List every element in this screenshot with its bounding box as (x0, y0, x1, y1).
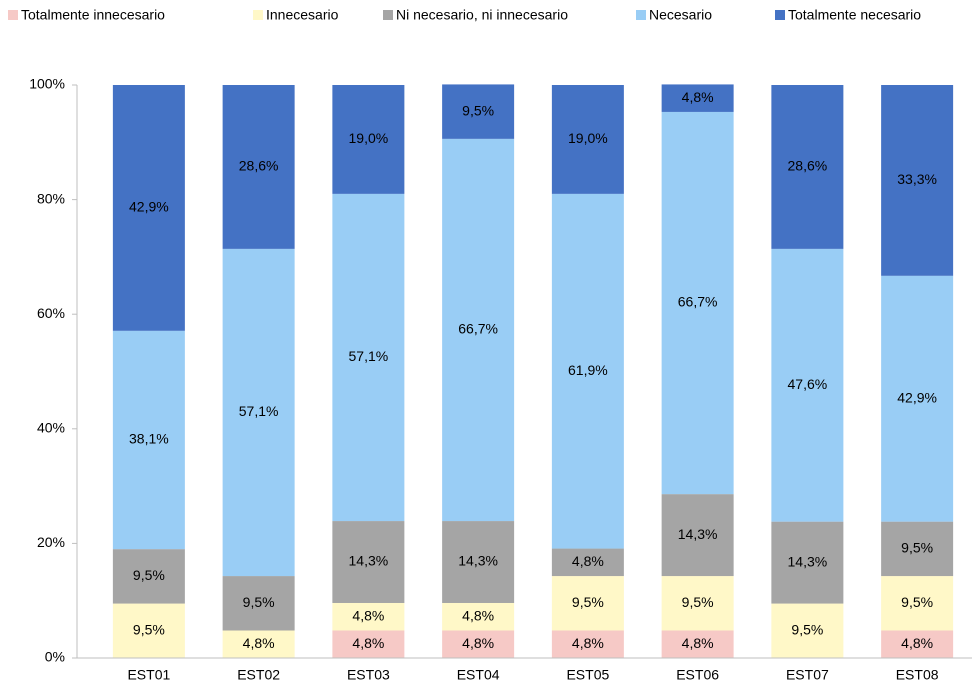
x-tick-label: EST03 (347, 667, 390, 683)
bar-segment (881, 85, 954, 276)
data-label: 66,7% (678, 294, 718, 310)
bar-segment (222, 630, 295, 658)
data-label: 38,1% (129, 431, 169, 447)
data-label: 14,3% (458, 553, 498, 569)
data-label: 4,8% (682, 89, 714, 105)
data-label: 9,5% (133, 621, 165, 637)
x-tick-label: EST04 (457, 667, 500, 683)
data-label: 19,0% (349, 130, 389, 146)
bar-segment (112, 330, 185, 550)
data-label: 42,9% (897, 389, 937, 405)
bar-segment (881, 521, 954, 577)
data-label: 4,8% (352, 607, 384, 623)
data-label: 61,9% (568, 362, 608, 378)
data-label: 33,3% (897, 171, 937, 187)
data-label: 4,8% (352, 635, 384, 651)
bar-segment (332, 602, 405, 631)
bar-segment (332, 193, 405, 522)
data-label: 4,8% (462, 635, 494, 651)
data-label: 14,3% (349, 553, 389, 569)
data-label: 4,8% (901, 635, 933, 651)
bar-segment (222, 576, 295, 631)
bar-segment (661, 494, 734, 577)
data-label: 4,8% (462, 607, 494, 623)
x-tick-label: EST08 (896, 667, 939, 683)
data-label: 19,0% (568, 130, 608, 146)
data-label: 28,6% (239, 158, 279, 174)
x-tick-label: EST01 (127, 667, 170, 683)
bar-segment (112, 603, 185, 658)
bar-segment (551, 85, 624, 194)
bar-segment (551, 193, 624, 549)
y-tick-label: 0% (45, 649, 65, 665)
data-label: 9,5% (682, 594, 714, 610)
bar-segment (661, 84, 734, 112)
bar-segment (771, 603, 844, 658)
bar-segment (112, 85, 185, 331)
legend-swatch (775, 10, 785, 20)
bar-segment (661, 111, 734, 495)
data-label: 14,3% (678, 526, 718, 542)
y-tick-label: 20% (37, 534, 65, 550)
data-label: 14,3% (788, 553, 828, 569)
legend-label: Ni necesario, ni innecesario (396, 7, 568, 23)
data-label: 28,6% (788, 158, 828, 174)
bar-segment (332, 85, 405, 194)
data-label: 9,5% (462, 102, 494, 118)
legend-label: Necesario (649, 7, 712, 23)
data-label: 57,1% (349, 348, 389, 364)
y-tick-label: 100% (29, 76, 65, 92)
x-tick-label: EST07 (786, 667, 829, 683)
bar-segment (551, 576, 624, 631)
bar-segment (771, 521, 844, 604)
data-label: 9,5% (791, 621, 823, 637)
bar-segment (442, 602, 515, 631)
bar-segment (661, 576, 734, 631)
data-label: 4,8% (572, 553, 604, 569)
y-tick-label: 40% (37, 420, 65, 436)
bar-segment (771, 85, 844, 249)
bar-segment (222, 85, 295, 249)
bar-segment (222, 248, 295, 577)
bar-segment (661, 630, 734, 658)
y-tick-label: 60% (37, 305, 65, 321)
data-label: 4,8% (572, 635, 604, 651)
bar-segment (551, 548, 624, 577)
data-label: 42,9% (129, 199, 169, 215)
x-tick-label: EST05 (566, 667, 609, 683)
bar-segment (442, 630, 515, 658)
bar-segment (442, 84, 515, 139)
data-label: 57,1% (239, 403, 279, 419)
data-label: 47,6% (788, 376, 828, 392)
bar-segment (442, 138, 515, 522)
legend-swatch (636, 10, 646, 20)
x-tick-label: EST06 (676, 667, 719, 683)
bar-segment (332, 521, 405, 603)
legend-label: Innecesario (266, 7, 339, 23)
bar-segment (442, 521, 515, 603)
legend-swatch (8, 10, 18, 20)
bar-segment (551, 630, 624, 658)
data-label: 9,5% (133, 567, 165, 583)
bar-segment (112, 549, 185, 604)
data-label: 4,8% (243, 635, 275, 651)
legend-label: Totalmente necesario (788, 7, 921, 23)
legend-label: Totalmente innecesario (21, 7, 165, 23)
bar-segment (881, 576, 954, 631)
bar-segment (881, 275, 954, 522)
x-tick-label: EST02 (237, 667, 280, 683)
data-label: 9,5% (572, 594, 604, 610)
bar-segment (881, 630, 954, 658)
bar-segment (771, 248, 844, 522)
data-label: 66,7% (458, 321, 498, 337)
legend-swatch (253, 10, 263, 20)
data-label: 9,5% (243, 594, 275, 610)
legend-swatch (383, 10, 393, 20)
data-label: 4,8% (682, 635, 714, 651)
data-label: 9,5% (901, 594, 933, 610)
bar-segment (332, 630, 405, 658)
y-tick-label: 80% (37, 190, 65, 206)
data-label: 9,5% (901, 540, 933, 556)
